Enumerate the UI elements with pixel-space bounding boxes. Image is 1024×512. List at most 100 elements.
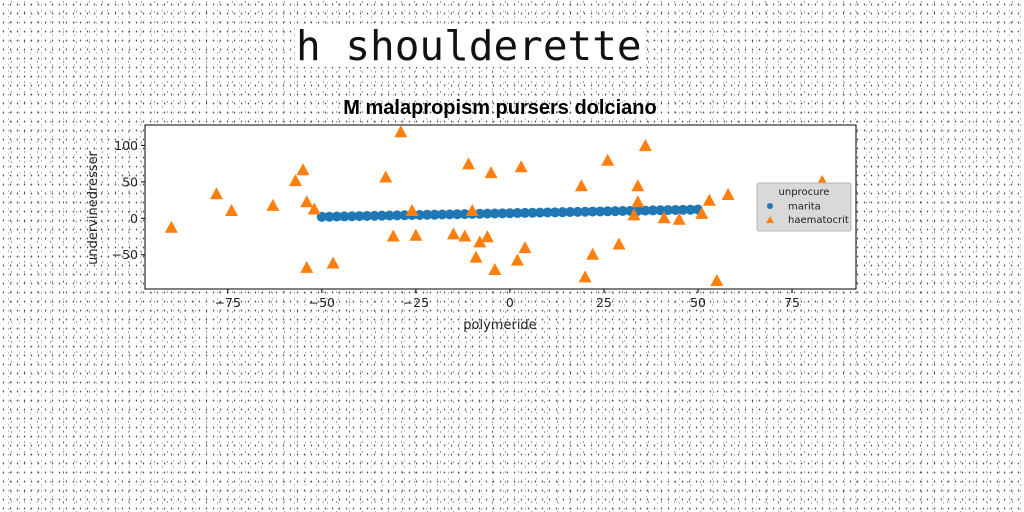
chart-title: M malapropism pursers dolciano	[343, 97, 656, 119]
point-haematocrit	[409, 228, 423, 241]
legend-title: unprocure	[779, 187, 830, 198]
legend-marker-haematocrit	[766, 216, 774, 223]
point-haematocrit	[405, 204, 419, 217]
point-haematocrit	[510, 253, 524, 266]
point-haematocrit	[326, 256, 340, 269]
point-haematocrit	[469, 250, 483, 263]
x-axis-label: polymeride	[463, 318, 536, 333]
data-marks	[164, 125, 829, 286]
y-tick-label: −50	[112, 247, 138, 262]
x-tick-label: 25	[596, 295, 612, 310]
point-marita	[685, 204, 696, 215]
point-haematocrit	[473, 235, 487, 248]
point-marita	[602, 206, 613, 217]
legend[interactable]: unprocure marita haematocrit	[756, 182, 852, 232]
y-axis: −50 0 50 100	[112, 138, 145, 262]
plot-area	[144, 124, 857, 290]
point-haematocrit	[488, 263, 502, 276]
point-haematocrit	[721, 187, 735, 200]
point-haematocrit	[480, 230, 494, 243]
point-haematocrit	[695, 206, 709, 219]
point-haematocrit	[631, 179, 645, 192]
point-marita	[504, 208, 515, 219]
point-haematocrit	[296, 163, 310, 176]
point-marita	[331, 211, 342, 222]
point-marita	[474, 208, 485, 219]
point-haematocrit	[638, 139, 652, 152]
point-haematocrit	[307, 202, 321, 215]
point-marita	[647, 205, 658, 216]
point-haematocrit	[446, 227, 460, 240]
point-marita	[572, 206, 583, 217]
legend-marker-marita	[767, 203, 773, 209]
point-marita	[655, 205, 666, 216]
point-haematocrit	[164, 220, 178, 233]
point-marita	[489, 208, 500, 219]
point-marita	[565, 207, 576, 218]
point-marita	[542, 207, 553, 218]
point-haematocrit	[514, 160, 528, 173]
y-tick-label: 50	[122, 174, 138, 189]
point-marita	[384, 210, 395, 221]
point-haematocrit	[574, 179, 588, 192]
x-tick-label: −75	[215, 295, 241, 310]
point-haematocrit	[601, 153, 615, 166]
point-marita	[617, 206, 628, 217]
point-haematocrit	[300, 195, 314, 208]
y-tick-label: 0	[130, 211, 138, 226]
y-tick-label: 100	[114, 138, 138, 153]
point-marita	[444, 209, 455, 220]
x-tick-label: −25	[403, 295, 429, 310]
point-haematocrit	[484, 166, 498, 179]
point-marita	[369, 210, 380, 221]
point-marita	[557, 207, 568, 218]
x-tick-label: −50	[309, 295, 335, 310]
point-marita	[587, 206, 598, 217]
point-marita	[377, 210, 387, 221]
point-marita	[346, 211, 357, 222]
point-marita	[595, 206, 606, 217]
point-marita	[512, 208, 523, 219]
point-marita	[339, 211, 350, 222]
point-marita	[452, 209, 463, 220]
point-marita	[670, 204, 681, 215]
x-tick-label: 75	[784, 295, 800, 310]
point-marita	[527, 207, 538, 218]
x-tick-label: 50	[690, 295, 706, 310]
point-haematocrit	[586, 247, 600, 260]
point-marita	[354, 211, 365, 222]
x-axis: −75 −50 −25 0 25 50 75	[215, 289, 800, 310]
point-haematocrit	[702, 193, 716, 206]
point-haematocrit	[225, 204, 239, 217]
point-marita	[437, 209, 448, 220]
point-marita	[429, 209, 440, 220]
x-tick-label: 0	[506, 295, 514, 310]
point-marita	[497, 208, 508, 219]
point-haematocrit	[657, 211, 671, 224]
point-haematocrit	[386, 229, 400, 242]
point-haematocrit	[458, 229, 472, 242]
point-marita	[519, 207, 530, 218]
point-haematocrit	[518, 241, 532, 254]
point-haematocrit	[288, 174, 302, 187]
point-haematocrit	[394, 125, 408, 138]
legend-box	[756, 182, 852, 232]
legend-label-marita: marita	[788, 202, 821, 213]
point-marita	[399, 210, 410, 221]
point-haematocrit	[710, 273, 724, 286]
point-haematocrit	[462, 157, 476, 170]
point-haematocrit	[578, 270, 592, 283]
point-haematocrit	[631, 195, 645, 208]
point-marita	[550, 207, 561, 218]
point-haematocrit	[627, 208, 641, 221]
figure-suptitle: h shoulderette	[296, 22, 642, 70]
point-haematocrit	[672, 212, 686, 225]
point-haematocrit	[379, 170, 393, 183]
point-marita	[361, 210, 372, 221]
point-marita	[535, 207, 545, 218]
y-axis-label: undervinedresser	[86, 150, 101, 264]
legend-label-haematocrit: haematocrit	[788, 215, 849, 226]
point-haematocrit	[300, 260, 314, 273]
point-marita	[459, 209, 470, 220]
